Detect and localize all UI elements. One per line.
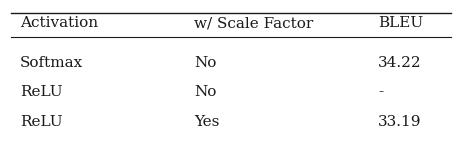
Text: BLEU: BLEU	[378, 16, 423, 30]
Text: 34.22: 34.22	[378, 56, 422, 70]
Text: Yes: Yes	[194, 115, 219, 129]
Text: -: -	[378, 85, 383, 99]
Text: 33.19: 33.19	[378, 115, 421, 129]
Text: w/ Scale Factor: w/ Scale Factor	[194, 16, 314, 30]
Text: No: No	[194, 56, 217, 70]
Text: Activation: Activation	[20, 16, 98, 30]
Text: Softmax: Softmax	[20, 56, 83, 70]
Text: ReLU: ReLU	[20, 85, 62, 99]
Text: ReLU: ReLU	[20, 115, 62, 129]
Text: No: No	[194, 85, 217, 99]
